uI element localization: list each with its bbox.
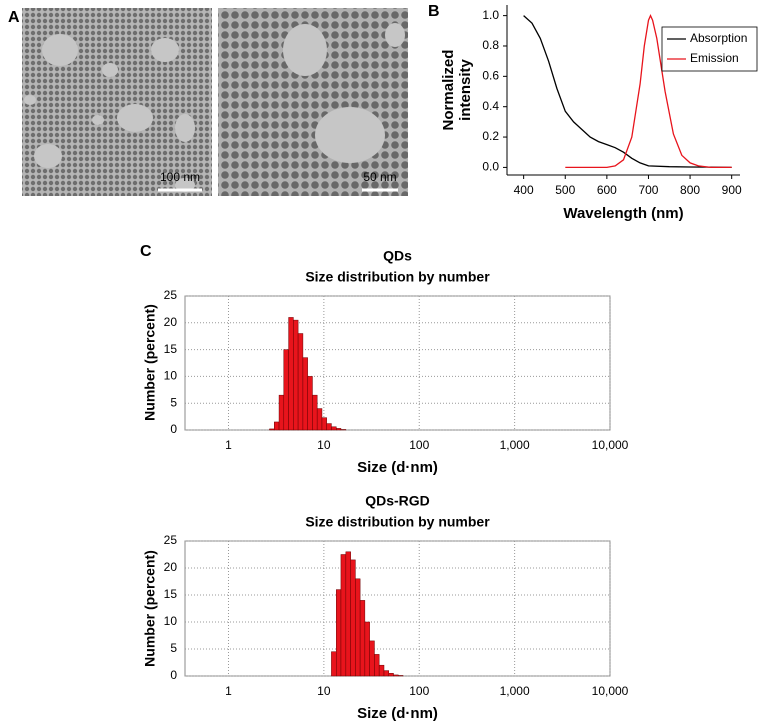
y-tick-label: 15 [164, 342, 178, 356]
histogram-bar [288, 317, 294, 431]
y-axis-label: Normalized intensity [440, 49, 474, 131]
y-tick-label: 20 [164, 315, 178, 329]
y-tick-label: 10 [164, 369, 178, 383]
x-tick-label: 10 [317, 438, 331, 452]
histogram-bar [355, 578, 361, 677]
histogram-bar [398, 675, 404, 677]
histogram-bar [364, 621, 370, 677]
x-tick-label: 500 [555, 183, 575, 197]
x-tick-label: 800 [680, 183, 700, 197]
x-axis-label: Wavelength (nm) [563, 205, 683, 222]
chart-title: QDs-RGD [365, 493, 430, 509]
histogram-bar [274, 421, 280, 431]
x-tick-label: 1,000 [500, 438, 530, 452]
histogram-bar [369, 640, 375, 677]
y-tick-label: 1.0 [482, 8, 499, 22]
histogram-bar [378, 664, 385, 677]
x-tick-label: 1 [225, 438, 232, 452]
histogram-bar [336, 589, 342, 677]
histogram-bar [278, 394, 285, 431]
histogram-bar [350, 559, 356, 677]
chart-subtitle: Size distribution by number [305, 514, 490, 530]
x-tick-label: 100 [409, 684, 429, 698]
y-axis-label: Number (percent) [141, 549, 158, 667]
x-tick-label: 1,000 [500, 684, 530, 698]
x-tick-label: 10 [317, 684, 331, 698]
histogram-bar [283, 349, 289, 431]
x-tick-label: 10,000 [592, 684, 629, 698]
histogram-bar [374, 654, 380, 677]
y-tick-label: 25 [164, 533, 178, 547]
histogram-bar [359, 600, 366, 677]
legend-label: Emission [690, 51, 739, 65]
y-tick-label: 15 [164, 587, 178, 601]
histogram-bar [393, 674, 399, 677]
histogram-bar [340, 554, 347, 677]
x-tick-label: 700 [638, 183, 658, 197]
histogram-bar [345, 551, 351, 677]
histogram-bar [307, 376, 313, 431]
histogram-bar [293, 319, 299, 431]
y-tick-label: 20 [164, 560, 178, 574]
x-tick-label: 10,000 [592, 438, 629, 452]
panel-label: C [140, 243, 152, 260]
chart-subtitle: Size distribution by number [305, 269, 490, 285]
histogram-bar [269, 428, 275, 431]
y-axis-label: Number (percent) [141, 304, 158, 421]
panel-label: B [428, 3, 440, 20]
panel-label: A [8, 9, 20, 26]
chart-title: QDs [383, 248, 412, 264]
plot-frame [184, 540, 611, 677]
y-tick-label: 0.6 [482, 69, 499, 83]
histogram-bar [340, 429, 347, 431]
y-tick-label: 10 [164, 614, 178, 628]
x-tick-label: 1 [225, 684, 232, 698]
histogram-bar [383, 670, 390, 677]
histogram-bar [336, 428, 342, 431]
y-tick-label: 0.4 [482, 99, 499, 113]
y-tick-label: 0.8 [482, 38, 499, 52]
x-tick-label: 400 [514, 183, 534, 197]
x-tick-label: 100 [409, 438, 429, 452]
scale-bar-label: 100 nm [160, 170, 200, 184]
line-series [523, 15, 732, 169]
plot-frame [184, 295, 611, 431]
x-tick-label: 900 [722, 183, 742, 197]
histogram-bar [321, 417, 327, 431]
x-axis-label: Size (d·nm) [357, 705, 438, 722]
micrograph: 50 nm [218, 8, 408, 196]
x-axis-label: Size (d·nm) [357, 459, 438, 476]
micrograph: 100 nm [22, 8, 212, 196]
x-tick-label: 600 [597, 183, 617, 197]
y-tick-label: 0.2 [482, 129, 499, 143]
histogram-bar [388, 673, 394, 677]
legend-label: Absorption [690, 31, 747, 45]
histogram-bar [302, 357, 308, 431]
y-tick-label: 5 [170, 641, 177, 655]
y-tick-label: 0 [170, 668, 177, 682]
histogram-bar [297, 333, 304, 431]
histogram-bar [316, 408, 323, 431]
y-tick-label: 0 [170, 422, 177, 436]
histogram-bar [312, 394, 318, 431]
y-tick-label: 0.0 [482, 160, 499, 174]
y-tick-label: 25 [164, 288, 178, 302]
y-tick-label: 5 [170, 395, 177, 409]
histogram-bar [331, 426, 337, 431]
scale-bar-label: 50 nm [363, 170, 396, 184]
histogram-bar [326, 423, 332, 431]
line-series [565, 14, 732, 169]
legend-box [661, 26, 758, 72]
histogram-bar [331, 651, 337, 677]
